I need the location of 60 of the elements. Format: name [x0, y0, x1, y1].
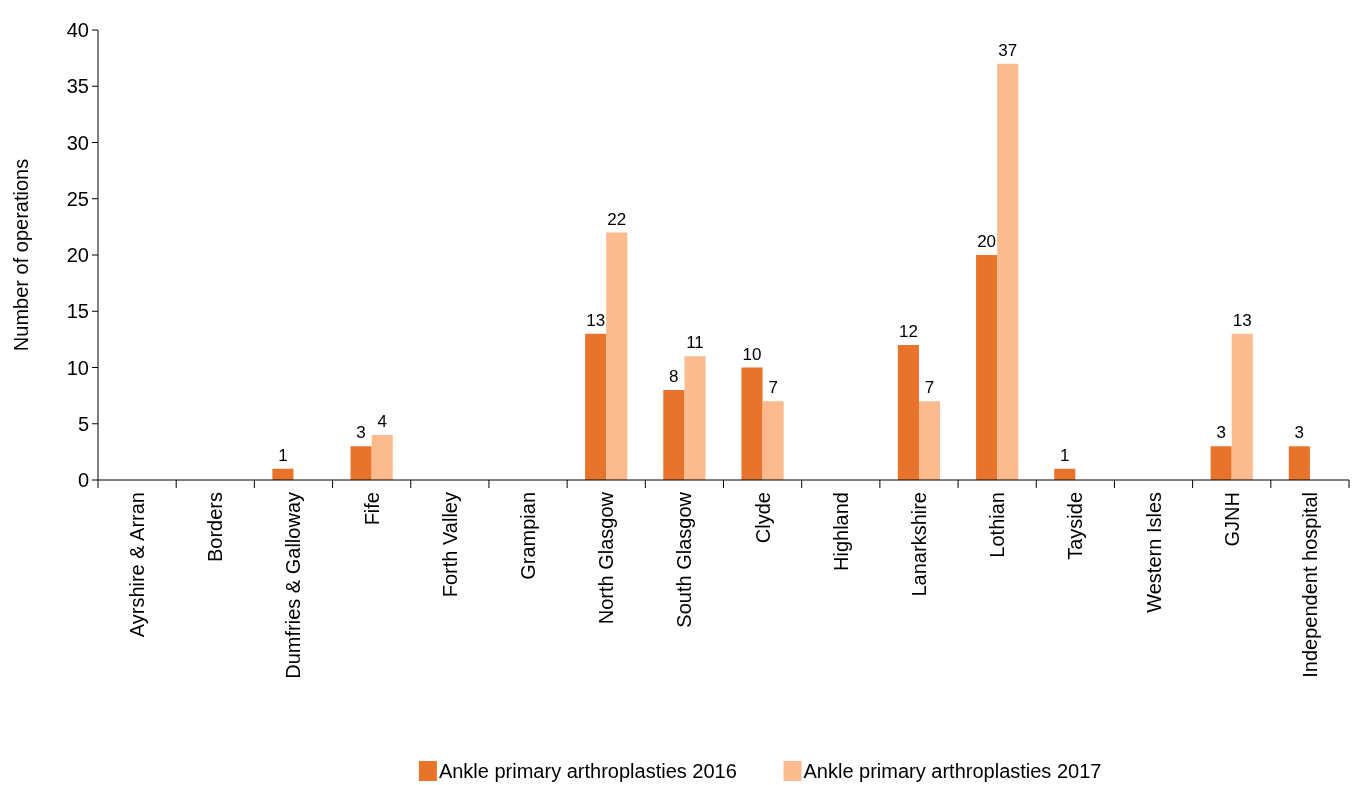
bar	[741, 367, 763, 480]
y-tick-label: 5	[77, 412, 89, 435]
data-label: 11	[686, 333, 704, 353]
legend-label: Ankle primary arthroplasties 2016	[438, 760, 737, 782]
bar	[1231, 333, 1253, 480]
x-tick-label: Ayrshire & Arran	[126, 492, 149, 638]
x-tick-label: Tayside	[1064, 492, 1087, 560]
y-tick-label: 10	[66, 356, 89, 379]
bar	[897, 345, 919, 480]
x-tick-label: GJNH	[1220, 492, 1243, 547]
bar	[762, 401, 784, 480]
data-label: 13	[1232, 310, 1252, 330]
data-label: 4	[377, 412, 387, 431]
x-tick-label: Western Isles	[1142, 492, 1165, 613]
data-label: 12	[898, 322, 918, 341]
data-label: 3	[1294, 423, 1305, 443]
x-tick-label: Dumfries & Galloway	[282, 492, 305, 679]
bar	[1288, 446, 1310, 480]
y-tick-label: 15	[66, 300, 89, 323]
x-tick-label: Forth Valley	[438, 492, 461, 598]
bar	[918, 401, 941, 480]
y-tick-label: 25	[66, 187, 89, 210]
bar	[997, 63, 1019, 480]
bar	[606, 232, 628, 480]
y-tick-label: 40	[66, 19, 89, 41]
data-label: 3	[356, 423, 366, 443]
y-tick-label: 30	[66, 131, 89, 154]
x-tick-label: Fife	[360, 492, 383, 526]
bar	[663, 390, 685, 480]
bar	[371, 435, 393, 480]
y-tick-label: 20	[66, 244, 89, 266]
x-tick-label: South Glasgow	[673, 491, 696, 628]
y-tick-label: 35	[66, 75, 89, 98]
legend-label: Ankle primary arthroplasties 2017	[803, 760, 1102, 782]
data-label: 7	[768, 378, 778, 398]
x-tick-label: Highland	[829, 492, 852, 571]
data-label: 1	[278, 445, 288, 465]
data-label: 8	[669, 367, 679, 386]
y-tick-label: 0	[77, 469, 89, 491]
x-tick-label: Clyde	[751, 492, 774, 544]
x-tick-label: Borders	[204, 492, 227, 563]
data-label: 3	[1216, 423, 1226, 443]
bar	[1210, 446, 1232, 480]
bar	[684, 356, 706, 480]
bar	[976, 255, 998, 480]
data-label: 20	[977, 232, 997, 251]
x-tick-label: Lothian	[986, 492, 1009, 558]
bar	[585, 333, 607, 480]
bar	[350, 446, 372, 480]
data-label: 1	[1060, 445, 1070, 465]
x-tick-label: North Glasgow	[595, 491, 618, 625]
y-axis-title: Number of operations	[10, 158, 32, 352]
data-label: 37	[998, 40, 1018, 60]
data-label: 7	[924, 378, 935, 398]
x-tick-label: Lanarkshire	[907, 492, 930, 597]
x-tick-label: Independent hospital	[1298, 492, 1321, 678]
data-label: 22	[607, 209, 627, 229]
data-label: 13	[586, 310, 606, 330]
x-tick-label: Grampian	[517, 492, 540, 580]
data-label: 10	[742, 344, 762, 364]
